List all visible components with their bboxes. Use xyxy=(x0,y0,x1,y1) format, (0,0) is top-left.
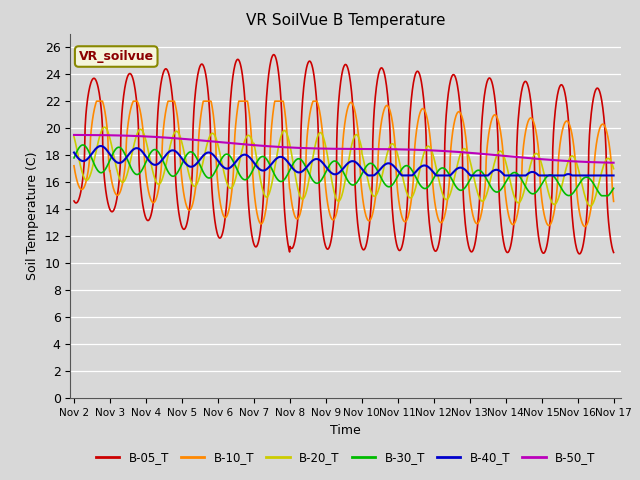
B-05_T xyxy=(270,52,278,58)
B-05_T xyxy=(610,250,618,255)
B-05_T xyxy=(112,201,120,207)
B-50_T xyxy=(320,146,328,152)
Legend: B-05_T, B-10_T, B-20_T, B-30_T, B-40_T, B-50_T: B-05_T, B-10_T, B-20_T, B-30_T, B-40_T, … xyxy=(91,447,600,469)
Line: B-05_T: B-05_T xyxy=(74,55,614,254)
B-30_T xyxy=(321,172,328,178)
B-20_T xyxy=(70,134,78,140)
B-20_T xyxy=(300,196,307,202)
Y-axis label: Soil Temperature (C): Soil Temperature (C) xyxy=(26,152,39,280)
Text: VR_soilvue: VR_soilvue xyxy=(79,50,154,63)
B-40_T xyxy=(70,150,78,156)
B-40_T xyxy=(310,156,318,162)
B-20_T xyxy=(378,176,385,181)
B-40_T xyxy=(300,168,307,173)
B-05_T xyxy=(134,111,141,117)
B-50_T xyxy=(610,160,618,166)
B-30_T xyxy=(134,171,142,177)
B-50_T xyxy=(310,145,318,151)
B-10_T xyxy=(300,193,307,199)
B-50_T xyxy=(70,132,78,138)
B-40_T xyxy=(112,159,120,165)
B-30_T xyxy=(598,193,605,199)
B-30_T xyxy=(310,180,318,185)
B-20_T xyxy=(134,129,142,134)
B-10_T xyxy=(134,100,142,106)
B-10_T xyxy=(610,199,618,204)
B-30_T xyxy=(70,155,78,161)
B-40_T xyxy=(134,145,142,151)
B-05_T xyxy=(575,251,583,257)
B-50_T xyxy=(299,145,307,151)
B-30_T xyxy=(112,146,120,152)
B-10_T xyxy=(581,224,589,229)
B-05_T xyxy=(378,65,385,71)
B-20_T xyxy=(321,137,328,143)
B-05_T xyxy=(310,76,318,82)
B-10_T xyxy=(70,163,78,168)
B-05_T xyxy=(321,238,328,243)
B-30_T xyxy=(378,176,385,181)
B-30_T xyxy=(300,159,307,165)
Title: VR SoilVue B Temperature: VR SoilVue B Temperature xyxy=(246,13,445,28)
B-40_T xyxy=(365,173,372,179)
B-05_T xyxy=(70,198,78,204)
B-20_T xyxy=(586,203,594,209)
X-axis label: Time: Time xyxy=(330,424,361,437)
B-10_T xyxy=(378,119,385,125)
B-10_T xyxy=(93,98,100,104)
Line: B-40_T: B-40_T xyxy=(74,146,614,176)
B-50_T xyxy=(112,132,120,138)
B-20_T xyxy=(112,164,120,169)
B-20_T xyxy=(100,124,108,130)
B-50_T xyxy=(134,133,141,139)
B-40_T xyxy=(610,173,618,179)
Line: B-30_T: B-30_T xyxy=(74,145,614,196)
B-05_T xyxy=(300,89,307,95)
Line: B-10_T: B-10_T xyxy=(74,101,614,227)
B-30_T xyxy=(610,185,618,191)
B-20_T xyxy=(610,166,618,171)
B-10_T xyxy=(112,192,120,197)
B-30_T xyxy=(79,142,87,148)
B-10_T xyxy=(321,164,328,170)
B-10_T xyxy=(310,98,318,104)
B-40_T xyxy=(97,143,104,149)
Line: B-50_T: B-50_T xyxy=(74,135,614,163)
B-50_T xyxy=(377,146,385,152)
Line: B-20_T: B-20_T xyxy=(74,127,614,206)
B-40_T xyxy=(321,162,328,168)
B-20_T xyxy=(310,146,318,152)
B-40_T xyxy=(378,165,386,170)
